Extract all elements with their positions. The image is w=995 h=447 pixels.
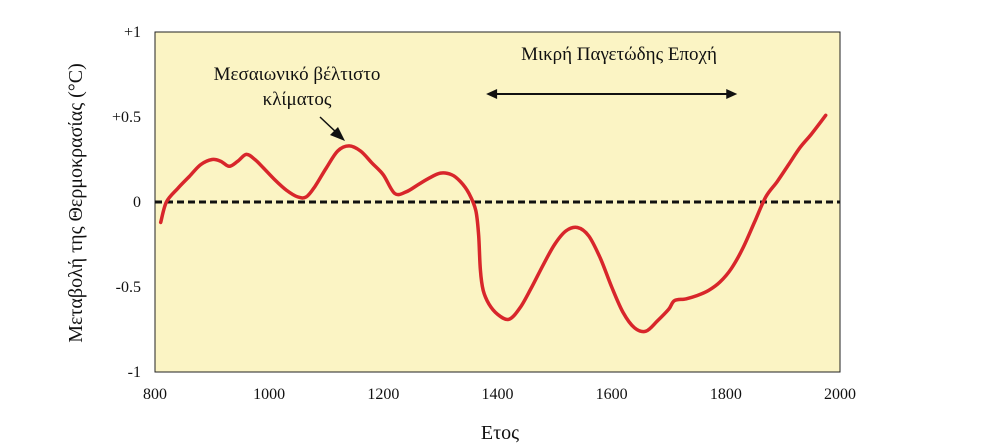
x-tick-label: 1200 bbox=[367, 386, 399, 403]
y-tick-label: +0.5 bbox=[112, 109, 141, 126]
x-tick-label: 2000 bbox=[824, 386, 856, 403]
medieval-optimum-arrow bbox=[319, 116, 345, 141]
x-tick-label: 1800 bbox=[710, 386, 742, 403]
medieval-optimum-label-line2: κλίματος bbox=[263, 89, 332, 110]
y-axis-title: Μεταβολή της Θερμοκρασίας (°C) bbox=[65, 63, 87, 343]
little-ice-age-label: Μικρή Παγετώδης Εποχή bbox=[521, 44, 717, 65]
temperature-series-line bbox=[158, 113, 828, 334]
x-tick-label: 1400 bbox=[482, 386, 514, 403]
x-tick-label: 1000 bbox=[253, 386, 285, 403]
little-ice-age-span-arrow bbox=[486, 89, 738, 99]
x-tick-label: 1600 bbox=[596, 386, 628, 403]
medieval-optimum-label-line1: Μεσαιωνικό βέλτιστο bbox=[214, 64, 381, 85]
y-axis-ticks: +1 +0.5 0 -0.5 -1 bbox=[112, 24, 141, 381]
x-axis-ticks: 800 1000 1200 1400 1600 1800 2000 bbox=[143, 386, 856, 403]
y-tick-label: -1 bbox=[128, 364, 141, 381]
y-tick-label: 0 bbox=[133, 194, 141, 211]
y-tick-label: -0.5 bbox=[116, 279, 141, 296]
x-tick-label: 800 bbox=[143, 386, 167, 403]
x-axis-title: Ετος bbox=[481, 422, 519, 444]
y-tick-label: +1 bbox=[124, 24, 141, 41]
